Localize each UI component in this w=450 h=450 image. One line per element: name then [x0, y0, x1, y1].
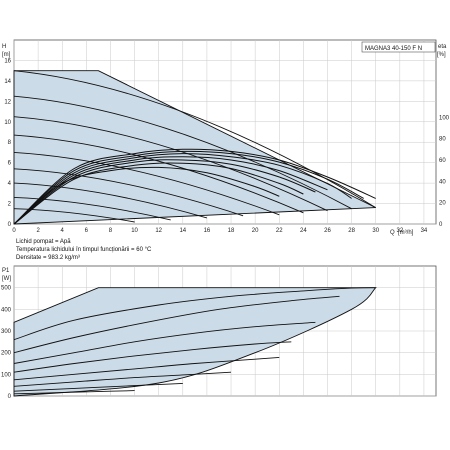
- top-chart-xlabel: Q: [390, 230, 395, 236]
- note-density: Densitate = 983.2 kg/m³: [16, 255, 80, 261]
- top-x-tick-label: 16: [204, 228, 211, 234]
- note-liquid: Lichid pompat = Apă: [16, 239, 71, 245]
- bottom-y-tick-label: 0: [8, 394, 12, 400]
- top-y-tick-label: 10: [4, 120, 11, 126]
- head-curve: [13, 196, 171, 221]
- top-x-tick-label: 8: [109, 228, 113, 234]
- top-x-tick-label: 4: [61, 228, 65, 234]
- top-y-tick-label: 2: [8, 202, 12, 208]
- top-chart-ylabel: H: [2, 44, 6, 50]
- head-curve: [13, 95, 352, 210]
- top-chart-ticks: 0 2 4 6 8 10 12 14 16 18 20 22 24 26 28 30 32 34024681012…: [4, 58, 449, 234]
- top-chart-y2unit: [%]: [437, 52, 446, 58]
- efficiency-curve: [13, 153, 352, 225]
- top-y2-tick-label: 40: [439, 179, 446, 185]
- power-curve: [13, 287, 376, 341]
- head-curve: [13, 208, 135, 223]
- power-curve: [13, 341, 292, 373]
- efficiency-curve: [13, 156, 328, 225]
- top-x-tick-label: 18: [228, 228, 235, 234]
- note-temperature: Temperatura lichidului în timpul funcțio…: [16, 247, 152, 253]
- efficiency-curve: [13, 159, 316, 225]
- top-chart-y2label: eta: [438, 44, 447, 50]
- top-x-tick-label: 2: [36, 228, 40, 234]
- bottom-chart-plot: [13, 287, 377, 397]
- top-x-tick-label: 24: [300, 228, 307, 234]
- power-curve: [13, 390, 135, 395]
- head-curve: [13, 134, 304, 214]
- bottom-chart-yunit: [W]: [2, 276, 11, 282]
- power-curve: [13, 371, 232, 387]
- top-x-tick-label: 0: [12, 228, 16, 234]
- top-y2-tick-label: 0: [439, 222, 443, 228]
- top-y2-tick-label: 20: [439, 201, 446, 207]
- bottom-y-tick-label: 100: [1, 372, 12, 378]
- top-y-tick-label: 6: [8, 161, 12, 167]
- top-x-tick-label: 28: [348, 228, 355, 234]
- bottom-chart: 0 100 200 300 400 500 P1 [W]: [1, 265, 437, 400]
- top-y-tick-label: 8: [8, 140, 12, 146]
- model-label: MAGNA3 40-150 F N: [365, 46, 422, 52]
- top-y2-tick-label: 100: [439, 115, 450, 121]
- bottom-y-tick-label: 500: [1, 286, 12, 292]
- model-label-box: [361, 41, 436, 53]
- top-y-tick-label: 12: [4, 99, 11, 105]
- top-x-tick-label: 22: [276, 228, 283, 234]
- head-curve: [13, 151, 280, 216]
- efficiency-curve: [13, 148, 376, 225]
- head-curve: [13, 168, 244, 217]
- top-chart-yunit: [m]: [2, 52, 11, 58]
- top-x-tick-label: 6: [85, 228, 89, 234]
- top-chart-plot: [13, 70, 376, 225]
- top-chart-xunit: [m³/h]: [398, 230, 414, 236]
- bottom-operating-envelope: [13, 287, 377, 397]
- bottom-chart-ylabel: P1: [2, 268, 10, 274]
- top-y-tick-label: 0: [8, 222, 12, 228]
- power-curve: [13, 356, 280, 381]
- efficiency-curve: [13, 162, 304, 225]
- bottom-y-tick-label: 400: [1, 307, 12, 313]
- top-x-tick-label: 34: [421, 228, 428, 234]
- bottom-chart-ticks: 0 100 200 300 400 500: [1, 286, 12, 400]
- head-curve: [13, 116, 328, 212]
- top-x-tick-label: 10: [131, 228, 138, 234]
- power-curve: [13, 382, 183, 392]
- top-y-tick-label: 16: [4, 58, 11, 64]
- top-y-tick-label: 14: [4, 79, 11, 85]
- top-x-tick-label: 26: [324, 228, 331, 234]
- top-y-tick-label: 4: [8, 181, 12, 187]
- power-curve: [13, 295, 340, 354]
- top-x-tick-label: 12: [155, 228, 162, 234]
- head-curve: [13, 182, 208, 219]
- top-x-tick-label: 32: [396, 228, 403, 234]
- efficiency-curve: [13, 150, 364, 225]
- top-x-tick-label: 20: [252, 228, 259, 234]
- bottom-y-tick-label: 200: [1, 351, 12, 357]
- efficiency-curve: [13, 166, 280, 225]
- top-x-tick-label: 14: [179, 228, 186, 234]
- top-y2-tick-label: 60: [439, 158, 446, 164]
- bottom-y-tick-label: 300: [1, 329, 12, 335]
- top-y2-tick-label: 80: [439, 137, 446, 143]
- top-chart: 0 2 4 6 8 10 12 14 16 18 20 22 24 26 28 30 32 34024681012…: [2, 39, 450, 261]
- top-x-tick-label: 30: [372, 228, 379, 234]
- power-curve: [13, 321, 316, 364]
